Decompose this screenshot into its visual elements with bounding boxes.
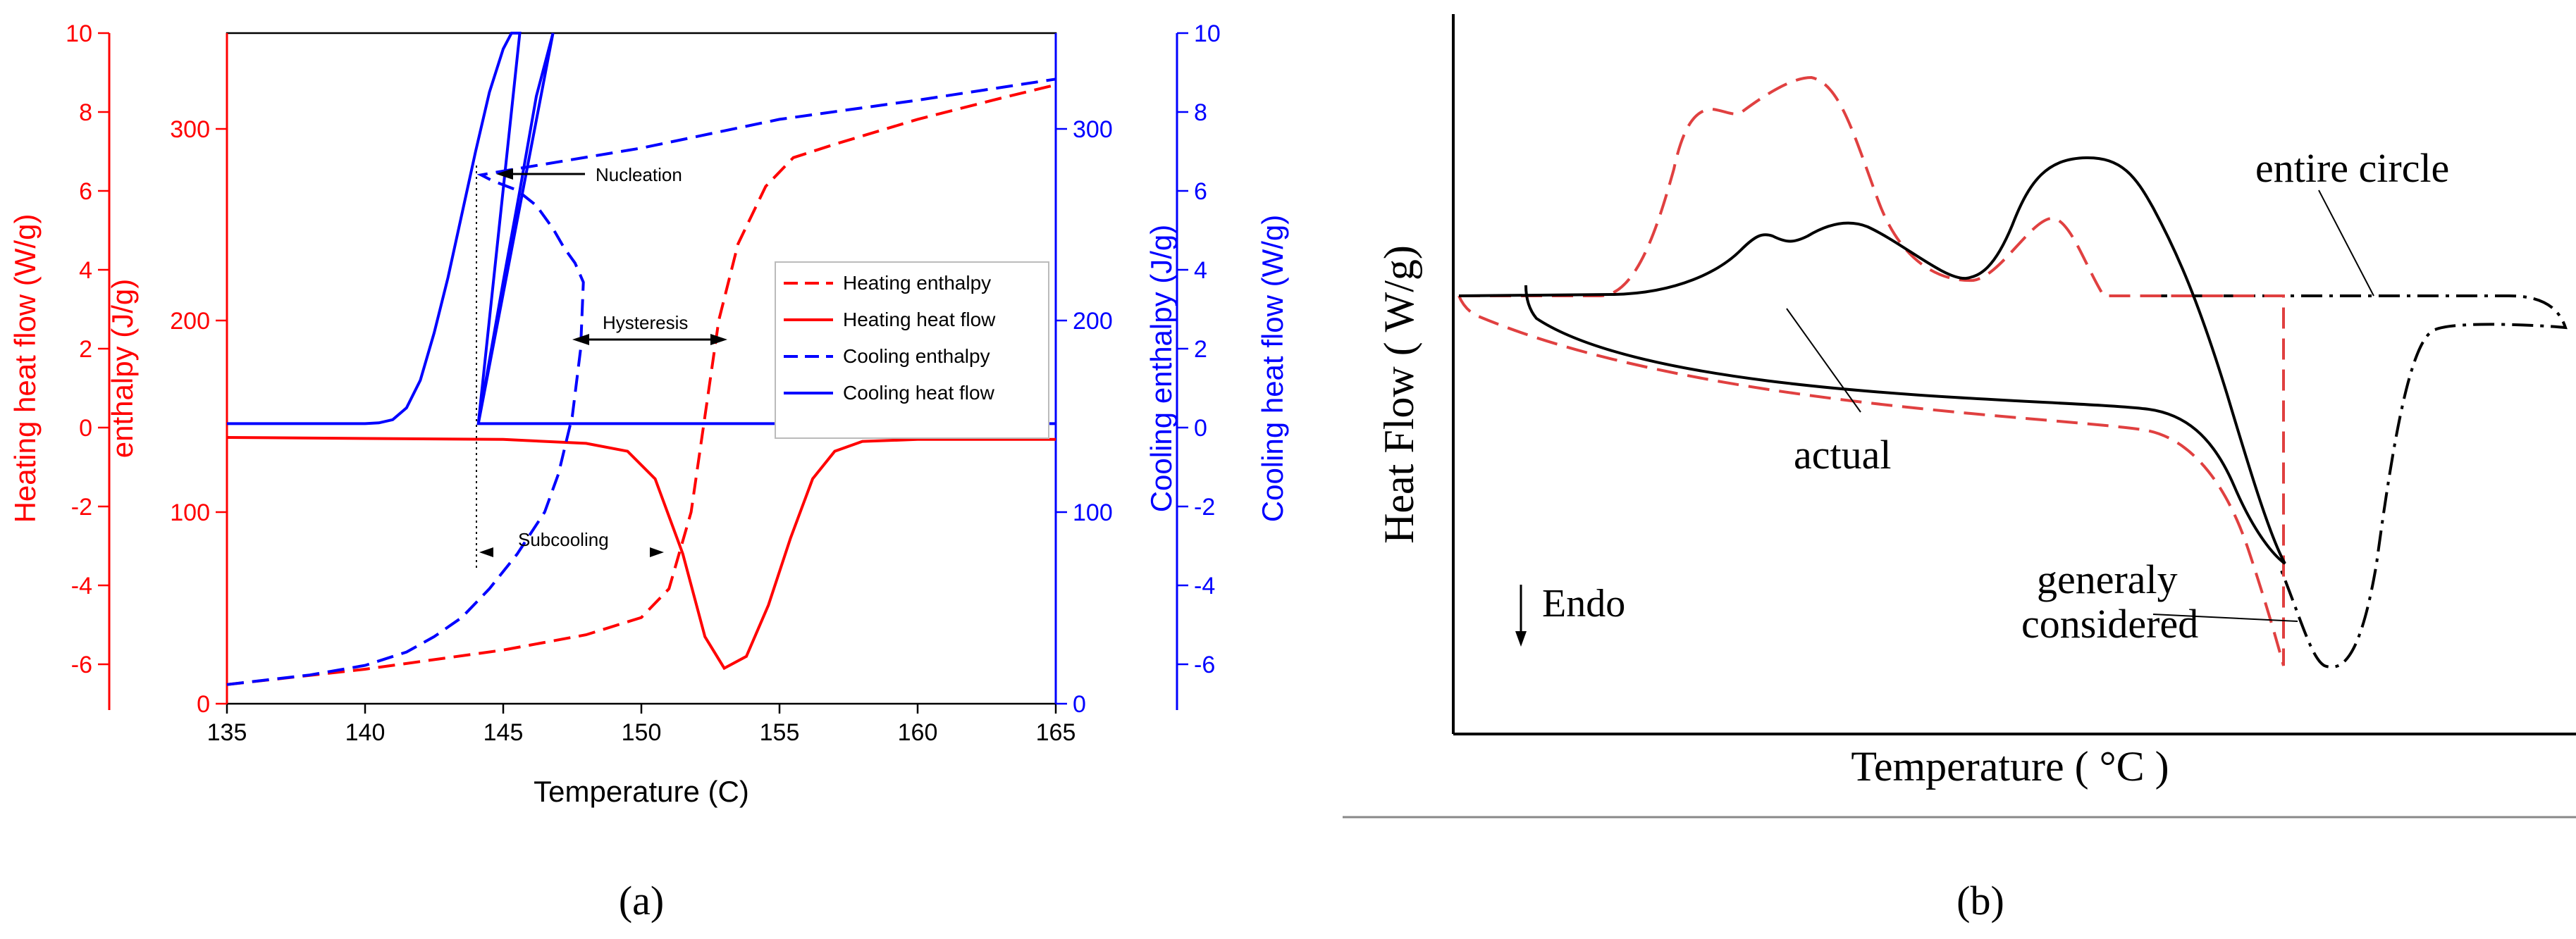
cooling-heat-flow-tick-label: 6: [1194, 178, 1207, 205]
legend-label-cooling-enthalpy: Cooling enthalpy: [843, 345, 990, 367]
heating-heat-flow-tick-label: -4: [71, 573, 92, 599]
legend-label-heating-heat-flow: Heating heat flow: [843, 309, 996, 330]
heating-heat-flow-ticks: -6 -4 -2 0 2 4 6 8 10: [66, 20, 109, 678]
panel-b-y-axis-title: Heat Flow ( W/g): [1376, 245, 1422, 544]
cooling-heat-flow-tick-label: 2: [1194, 336, 1207, 363]
x-tick-label: 150: [622, 719, 662, 746]
subcooling-arrowhead-left: [479, 547, 493, 557]
heating-heat-flow-tick-label: 10: [66, 20, 92, 47]
cooling-heat-flow-ticks: -6 -4 -2 0 2 4 6 8 10: [1177, 20, 1221, 678]
heating-heat-flow-tick-label: 0: [79, 415, 92, 442]
entire-circle-label: entire circle: [2255, 145, 2449, 191]
cooling-heat-flow-tick-label: -2: [1194, 494, 1215, 521]
panel-b-x-axis-title: Temperature ( °C ): [1851, 743, 2169, 790]
panel-b-chart: entire circle actual generaly considered…: [1343, 14, 2576, 924]
heating-heat-flow-tick-label: 4: [79, 257, 92, 284]
heating-enthalpy-tick-label: 200: [170, 308, 210, 335]
subcooling-label: Subcooling: [518, 529, 609, 550]
cooling-heat-flow-axis-title: Cooling heat flow (W/g): [1256, 215, 1289, 523]
panel-label-b: (b): [1956, 878, 2004, 924]
x-axis-title: Temperature (C): [534, 775, 749, 808]
panel-label-a: (a): [619, 878, 664, 924]
endo-arrowhead: [1515, 631, 1527, 647]
heating-enthalpy-tick-label: 0: [197, 691, 210, 718]
legend: Heating enthalpy Heating heat flow Cooli…: [775, 261, 1049, 439]
legend-label-cooling-heat-flow: Cooling heat flow: [843, 382, 995, 404]
nucleation-arrowhead: [496, 168, 513, 180]
legend-box: [775, 261, 1049, 439]
heating-enthalpy-tick-label: 100: [170, 499, 210, 526]
cooling-heat-flow-tick-label: 0: [1194, 415, 1207, 442]
hysteresis-label: Hysteresis: [603, 312, 688, 333]
heating-heat-flow-tick-label: -6: [71, 652, 92, 678]
x-tick-label: 145: [483, 719, 524, 746]
series-heating-enthalpy-line: [226, 83, 1056, 686]
cooling-heat-flow-tick-label: 8: [1194, 99, 1207, 126]
series-actual-curve: [1458, 156, 2286, 565]
hysteresis-arrowhead-right: [710, 334, 727, 345]
cooling-enthalpy-axis-title: Cooling enthalpy (J/g): [1145, 225, 1178, 513]
actual-leader-line: [1786, 308, 1861, 413]
x-tick-label: 160: [898, 719, 938, 746]
x-tick-label: 140: [345, 719, 386, 746]
heating-enthalpy-tick-label: 300: [170, 116, 210, 143]
heating-heat-flow-tick-label: 2: [79, 336, 92, 363]
heating-heat-flow-axis-title: Heating heat flow (W/g): [8, 214, 42, 523]
generaly-label: generaly: [2037, 556, 2178, 602]
heating-enthalpy-ticks: 0 100 200 300: [170, 116, 227, 718]
heating-enthalpy-axis-title: enthalpy (J/g): [106, 279, 139, 458]
entire-circle-leader-line: [2318, 189, 2374, 297]
subcooling-arrowhead-right: [650, 547, 664, 557]
series-cooling-heat-flow-line: [227, 32, 1056, 425]
cooling-enthalpy-ticks: 0 100 200 300: [1056, 116, 1113, 718]
heating-heat-flow-tick-label: 6: [79, 178, 92, 205]
hysteresis-arrowhead-left: [572, 334, 589, 345]
cooling-heat-flow-tick-label: 10: [1194, 20, 1221, 47]
considered-label: considered: [2021, 601, 2198, 647]
cooling-enthalpy-tick-label: 100: [1073, 499, 1113, 526]
generaly-considered-leader-line: [2152, 614, 2298, 622]
series-cooling-enthalpy-line: [226, 77, 1056, 686]
x-tick-label: 165: [1036, 719, 1076, 746]
endo-label: Endo: [1542, 582, 1625, 626]
cooling-enthalpy-tick-label: 200: [1073, 308, 1113, 335]
series-entire-circle-curve: [2146, 294, 2568, 669]
heating-heat-flow-tick-label: -2: [71, 494, 92, 521]
cooling-enthalpy-tick-label: 300: [1073, 116, 1113, 143]
series-heating-heat-flow-line: [226, 436, 1056, 671]
cooling-heat-flow-tick-label: -6: [1194, 652, 1215, 678]
x-tick-label: 155: [760, 719, 800, 746]
legend-label-heating-enthalpy: Heating enthalpy: [843, 272, 991, 294]
x-axis-ticks: 135 140 145 150 155 160 165: [207, 704, 1076, 746]
x-tick-label: 135: [207, 719, 247, 746]
nucleation-label: Nucleation: [596, 164, 682, 185]
cooling-heat-flow-tick-label: -4: [1194, 573, 1215, 599]
cooling-heat-flow-tick-label: 4: [1194, 257, 1207, 284]
actual-label: actual: [1794, 432, 1891, 478]
heating-heat-flow-tick-label: 8: [79, 99, 92, 126]
cooling-enthalpy-tick-label: 0: [1073, 691, 1086, 718]
